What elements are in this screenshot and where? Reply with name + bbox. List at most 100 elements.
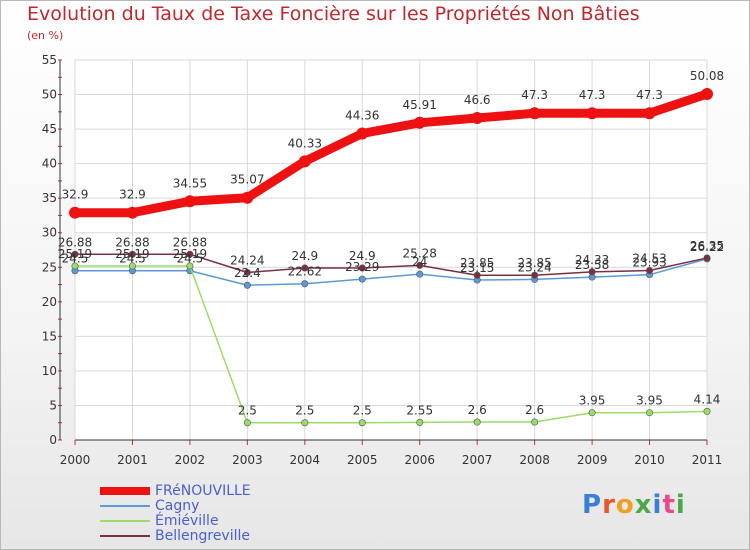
data-point [701,87,713,100]
data-point [301,280,309,288]
x-tick-label: 2000 [60,453,91,467]
data-point [186,250,194,258]
data-point [128,262,136,270]
data-label: 23.15 [460,261,494,275]
y-tick-label: 45 [42,122,57,136]
y-tick-label: 15 [42,329,57,343]
data-label-layer: 24.5 24.5 24.522.4 22.62 23.29 24 23.15 23.24 23… [58,69,724,418]
proxiti-logo: Proxiti [582,490,686,520]
data-label: 24.53 [632,252,666,266]
data-label: 44.36 [345,109,379,123]
y-tick-label: 30 [42,226,57,240]
data-point [71,250,79,258]
data-label: 3.95 [636,394,663,408]
x-tick-label: 2007 [462,453,493,467]
logo-letter: i [652,490,663,520]
data-point [531,271,539,279]
data-label: 24.24 [230,254,264,268]
data-label: 25.28 [403,246,437,260]
unit-label: (en %) [27,29,64,42]
legend-swatch [100,535,150,537]
logo-letter: i [675,490,686,520]
series-line [74,253,708,276]
legend-swatch [100,520,150,522]
data-point [69,206,81,219]
data-label: 25.19 [173,247,207,261]
data-label: 22.62 [288,265,322,279]
data-label: 46.6 [464,93,491,107]
data-label: 32.9 [62,188,89,202]
data-point [358,264,366,272]
data-point [588,268,596,276]
data-label: 24.5 [177,252,204,266]
legend-label: Émiéville [155,513,219,529]
data-point [416,418,424,426]
y-tick-label: 5 [49,398,57,412]
data-point [186,262,194,270]
y-tick-label: 0 [49,433,57,447]
data-label: 23.58 [575,258,609,272]
data-point [646,409,654,417]
data-label: 3.95 [579,394,606,408]
data-label: 23.29 [345,260,379,274]
data-label: 2.5 [353,404,372,418]
data-point [643,107,656,120]
data-label: 23.24 [517,260,551,274]
x-tick-label: 2005 [347,453,378,467]
data-label: 24 [412,255,427,269]
data-label: 47.3 [521,88,548,102]
data-point [298,155,311,168]
x-tick-label: 2002 [175,453,206,467]
plot-area [75,60,707,440]
data-point [128,250,136,258]
data-point [703,407,711,415]
chart-title: Evolution du Taux de Taxe Foncière sur l… [27,3,640,25]
data-label: 25.19 [58,247,92,261]
logo-letter: x [634,490,653,520]
data-label: 2.5 [295,404,314,418]
data-point [71,262,79,270]
data-label: 26.88 [115,235,149,249]
series-line [70,89,712,218]
series-line [74,258,708,286]
data-point [703,254,711,262]
axis-layer: 0 5 10 15 20 25 30 35 40 45 50 55 2000 2001 2002 2003 20… [42,53,723,467]
data-label: 23.85 [517,256,551,270]
data-label: 26.35 [690,239,724,253]
data-label: 25.19 [115,247,149,261]
data-label: 4.14 [694,392,721,406]
data-point [356,127,369,140]
series-layer [69,87,713,427]
data-label: 50.08 [690,69,724,83]
data-label: 2.6 [525,403,544,417]
data-label: 22.4 [234,266,261,280]
data-label: 2.55 [406,403,433,417]
series-line [74,265,708,424]
data-point [358,419,366,427]
y-tick-label: 20 [42,295,57,309]
legend-label: FRéNOUVILLE [155,483,251,499]
data-point [183,195,196,208]
x-tick-label: 2010 [634,453,665,467]
data-label: 23.93 [632,256,666,270]
data-label: 40.33 [288,136,322,150]
data-point [301,264,309,272]
data-point [528,107,541,120]
x-tick-label: 2009 [577,453,608,467]
logo-letter: r [602,490,616,520]
legend-label: Bellengreville [155,528,250,544]
data-point [241,191,254,204]
data-point [588,409,596,417]
logo-letter: t [662,490,676,520]
data-label: 45.91 [403,98,437,112]
x-tick-label: 2006 [404,453,435,467]
data-point [646,267,654,275]
y-tick-label: 40 [42,157,57,171]
data-label: 26.88 [173,235,207,249]
data-label: 34.55 [173,176,207,190]
y-tick-label: 55 [42,53,57,67]
y-tick-label: 10 [42,364,57,378]
data-label: 32.9 [119,188,146,202]
data-point [301,419,309,427]
